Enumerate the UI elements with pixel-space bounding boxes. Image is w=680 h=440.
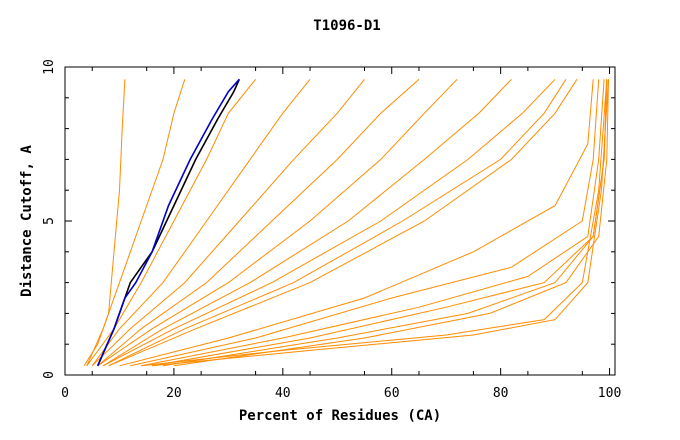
series-line-3 xyxy=(91,78,311,367)
series-line-0 xyxy=(83,79,126,367)
y-tick-label-1: 5 xyxy=(42,217,57,225)
series-line-8 xyxy=(102,78,556,367)
chart-title: T1096-D1 xyxy=(313,18,380,34)
y-tick-label-0: 0 xyxy=(42,371,57,379)
x-tick-label-4: 80 xyxy=(493,386,509,401)
series-line-12 xyxy=(130,79,600,367)
series-line-17 xyxy=(141,79,608,367)
x-tick-label-1: 20 xyxy=(166,386,182,401)
x-axis-ticks: 0 20 40 60 80 100 xyxy=(61,67,621,401)
series-line-11 xyxy=(119,79,594,367)
x-tick-label-0: 0 xyxy=(61,386,69,401)
series-line-20 xyxy=(96,78,240,367)
series-line-13 xyxy=(141,79,605,367)
y-axis-ticks: 0 5 10 xyxy=(42,59,615,379)
series-line-1 xyxy=(86,79,186,367)
series-line-7 xyxy=(102,78,512,367)
y-axis-label: Distance Cutoff, A xyxy=(19,145,35,297)
series-line-15 xyxy=(162,79,608,367)
series-line-10 xyxy=(108,79,578,367)
series-layer xyxy=(83,78,609,367)
series-line-5 xyxy=(97,78,420,367)
series-line-18 xyxy=(152,79,609,367)
x-tick-label-3: 60 xyxy=(384,386,400,401)
x-tick-label-5: 100 xyxy=(598,386,621,401)
series-line-6 xyxy=(97,78,458,367)
y-tick-label-2: 10 xyxy=(42,59,57,75)
x-axis-label: Percent of Residues (CA) xyxy=(239,408,441,424)
series-line-16 xyxy=(173,79,609,367)
series-line-4 xyxy=(91,78,365,367)
series-line-9 xyxy=(108,79,567,367)
x-tick-label-2: 40 xyxy=(275,386,291,401)
